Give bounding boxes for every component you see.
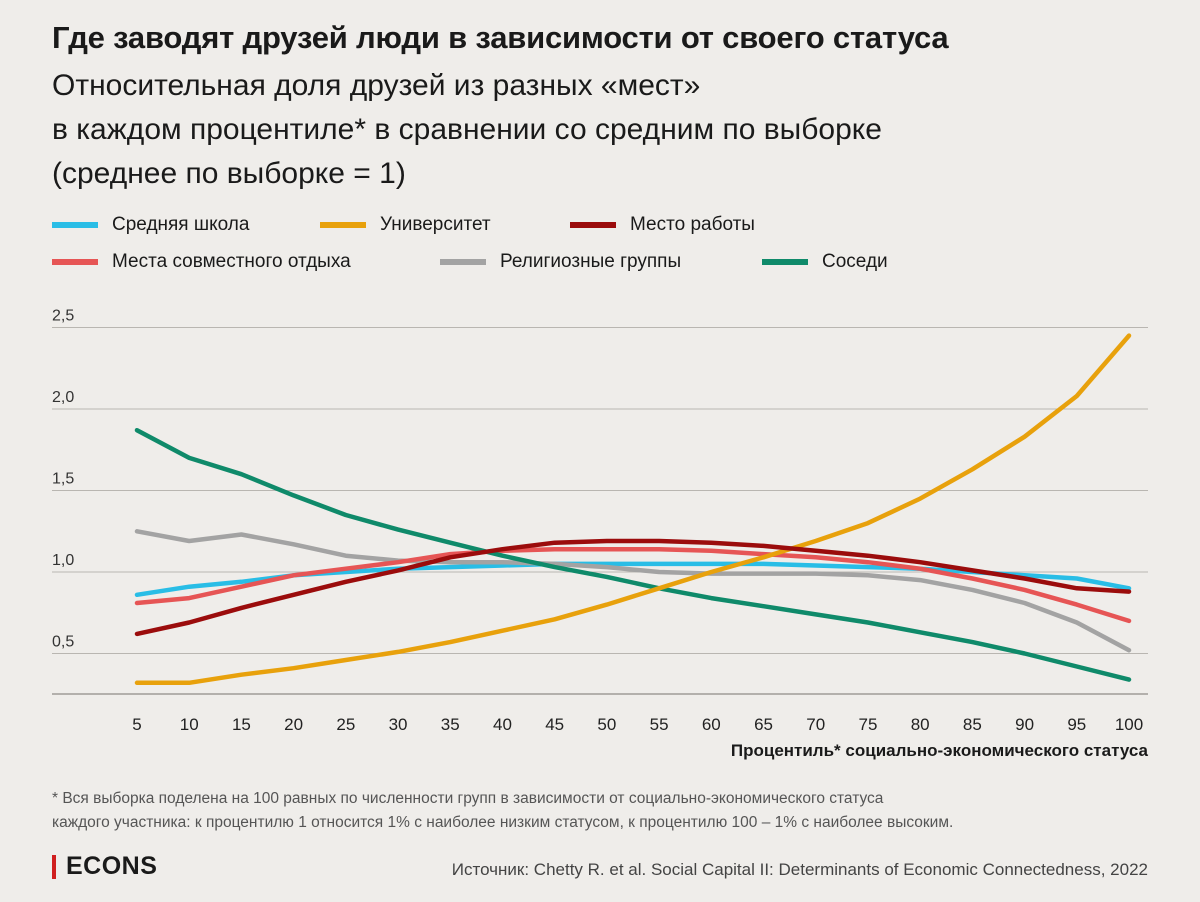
y-tick-label: 0,5 xyxy=(52,634,74,651)
legend-item-high-school: Средняя школа xyxy=(52,214,249,236)
legend-item-religious: Религиозные группы xyxy=(440,251,681,273)
legend-item-recreation: Места совместного отдыха xyxy=(52,251,351,273)
legend-swatch xyxy=(52,259,98,265)
x-axis-title: Процентиль* социально-экономического ста… xyxy=(730,741,1148,760)
legend-label: Религиозные группы xyxy=(500,251,682,272)
legend-label: Соседи xyxy=(822,251,888,272)
chart-title: Где заводят друзей люди в зависимости от… xyxy=(52,20,949,55)
legend-swatch xyxy=(570,222,616,228)
x-tick-label: 75 xyxy=(858,715,877,734)
x-tick-label: 80 xyxy=(911,715,930,734)
legend-label: Средняя школа xyxy=(112,214,250,235)
legend-label: Места совместного отдыха xyxy=(112,251,351,272)
x-tick-label: 20 xyxy=(284,715,303,734)
x-tick-label: 90 xyxy=(1015,715,1034,734)
subtitle-line: (среднее по выборке = 1) xyxy=(52,157,406,190)
x-tick-label: 30 xyxy=(389,715,408,734)
x-tick-label: 35 xyxy=(441,715,460,734)
legend-swatch xyxy=(440,259,486,265)
brand-logo: ECONS xyxy=(52,852,157,881)
x-tick-label: 45 xyxy=(545,715,564,734)
x-tick-label: 15 xyxy=(232,715,251,734)
legend-swatch xyxy=(762,259,808,265)
x-tick-label: 65 xyxy=(754,715,773,734)
series-line xyxy=(134,546,1132,624)
series-line xyxy=(134,529,1132,653)
x-tick-label: 40 xyxy=(493,715,512,734)
x-tick-label: 25 xyxy=(336,715,355,734)
source-note: Источник: Chetty R. et al. Social Capita… xyxy=(451,860,1148,879)
series-line xyxy=(134,538,1132,637)
y-tick-label: 1,0 xyxy=(52,552,74,569)
footnote-line: * Вся выборка поделена на 100 равных по … xyxy=(52,790,884,807)
x-tick-label: 60 xyxy=(702,715,721,734)
x-tick-label: 10 xyxy=(180,715,199,734)
y-tick-label: 1,5 xyxy=(52,471,74,488)
x-tick-label: 95 xyxy=(1067,715,1086,734)
y-tick-label: 2,5 xyxy=(52,308,74,325)
series-line xyxy=(134,333,1132,686)
x-tick-label: 70 xyxy=(806,715,825,734)
brand-name: ECONS xyxy=(66,852,158,880)
x-tick-label: 5 xyxy=(132,715,141,734)
legend-swatch xyxy=(52,222,98,228)
x-tick-label: 55 xyxy=(650,715,669,734)
series-lines xyxy=(134,333,1132,686)
x-tick-label: 100 xyxy=(1115,715,1143,734)
x-tick-label: 50 xyxy=(597,715,616,734)
x-tick-label: 85 xyxy=(963,715,982,734)
chart-subtitle: Относительная доля друзей из разных «мес… xyxy=(52,64,1172,196)
series-line xyxy=(134,427,1132,682)
legend-item-neighbors: Соседи xyxy=(762,251,888,273)
legend-item-workplace: Место работы xyxy=(570,214,755,236)
gridlines xyxy=(52,327,1148,695)
footnote: * Вся выборка поделена на 100 равных по … xyxy=(52,787,1152,835)
subtitle-line: Относительная доля друзей из разных «мес… xyxy=(52,69,701,102)
legend-item-university: Университет xyxy=(320,214,491,236)
footnote-line: каждого участника: к процентилю 1 относи… xyxy=(52,814,954,831)
legend-label: Место работы xyxy=(630,214,755,235)
x-axis-ticks: 5 10 15 20 25 30 35 40 45 50 55 60 65 70 75 80 85 90 95 100 xyxy=(132,715,1143,734)
legend-swatch xyxy=(320,222,366,228)
y-axis-ticks: 0,5 1,0 1,5 2,0 2,5 xyxy=(52,308,74,651)
legend-label: Университет xyxy=(380,214,491,235)
brand-bar xyxy=(52,854,56,879)
y-tick-label: 2,0 xyxy=(52,389,74,406)
subtitle-line: в каждом процентиле* в сравнении со сред… xyxy=(52,113,882,146)
